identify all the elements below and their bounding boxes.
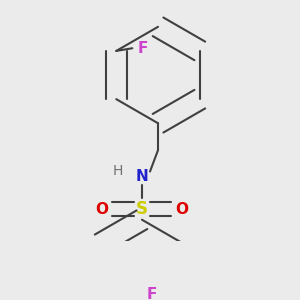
Text: F: F (138, 41, 148, 56)
Text: N: N (136, 169, 148, 184)
Text: S: S (136, 200, 148, 218)
Text: O: O (95, 202, 108, 217)
Text: H: H (113, 164, 123, 178)
Text: F: F (146, 287, 157, 300)
Text: O: O (176, 202, 189, 217)
